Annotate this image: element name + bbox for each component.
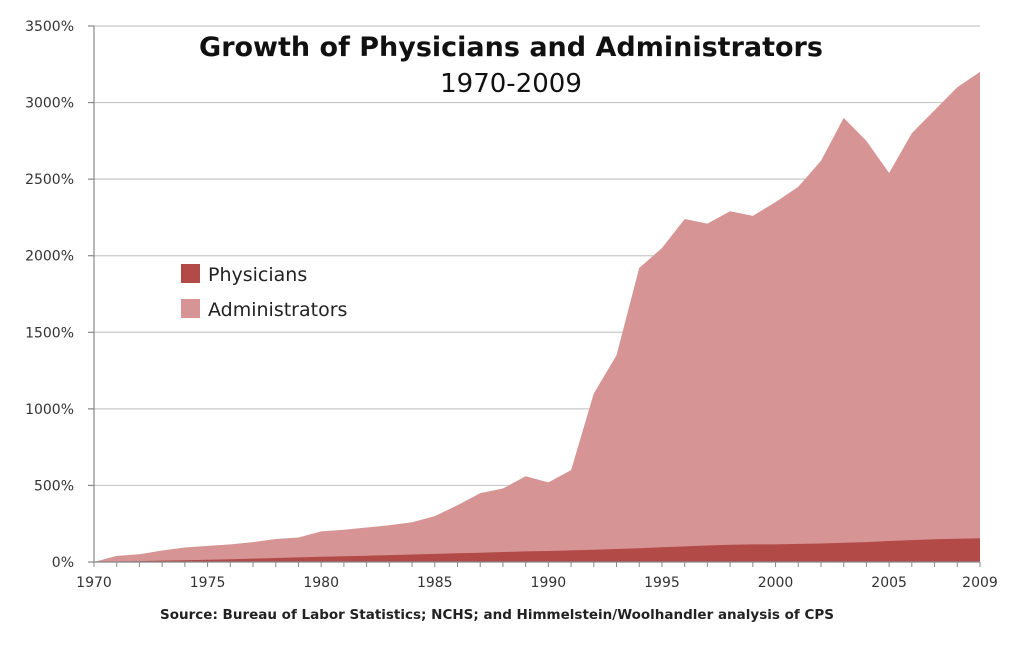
y-tick-label: 2500% — [25, 172, 74, 188]
x-tick-label: 1975 — [190, 575, 226, 591]
legend-swatch-administrators — [181, 299, 200, 318]
y-tick-label: 500% — [34, 478, 74, 494]
legend: Physicians Administrators — [181, 264, 347, 321]
y-tick-label: 1000% — [25, 402, 74, 418]
x-tick-label: 1990 — [531, 575, 567, 591]
gridlines — [94, 25, 980, 487]
source-note: Source: Bureau of Labor Statistics; NCHS… — [160, 607, 834, 623]
y-tick-label: 3500% — [25, 19, 74, 35]
legend-swatch-physicians — [181, 264, 200, 283]
y-tick-label: 0% — [52, 555, 74, 571]
x-tick-label: 2005 — [871, 575, 907, 591]
x-tick-label: 1995 — [644, 575, 680, 591]
chart-title: Growth of Physicians and Administrators — [199, 32, 823, 63]
area-series-layer — [94, 71, 980, 563]
x-tick-label: 2009 — [962, 575, 998, 591]
area-physicians — [94, 538, 980, 562]
x-tick-label: 1985 — [417, 575, 453, 591]
y-tick-label: 1500% — [25, 325, 74, 341]
area-administrators — [94, 71, 980, 563]
chart-subtitle: 1970-2009 — [440, 69, 582, 99]
axes: 0% 500% 1000% 1500% 2000% 2500% 3000% 3500% 1970… — [25, 19, 998, 591]
legend-label-administrators: Administrators — [208, 299, 347, 321]
y-tick-label: 2000% — [25, 249, 74, 265]
x-tick-label: 2000 — [758, 575, 794, 591]
x-tick-label: 1980 — [303, 575, 339, 591]
x-tick-label: 1970 — [76, 575, 112, 591]
legend-label-physicians: Physicians — [208, 264, 307, 286]
y-tick-label: 3000% — [25, 96, 74, 112]
